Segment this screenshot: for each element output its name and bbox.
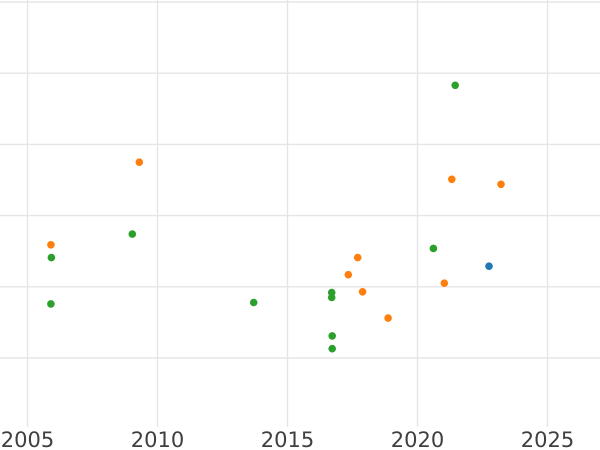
x-tick-label: 2020 xyxy=(391,428,444,450)
data-point-orange xyxy=(358,288,367,296)
x-tick-label: 2025 xyxy=(521,428,574,450)
data-point-green xyxy=(327,293,336,302)
data-point-orange xyxy=(344,270,353,279)
data-point-orange xyxy=(47,241,55,249)
data-point-orange xyxy=(353,253,362,262)
data-point-blue xyxy=(485,262,493,271)
data-points xyxy=(47,81,505,353)
data-point-green xyxy=(328,344,337,353)
data-point-green xyxy=(429,244,438,253)
x-axis-tick-labels: 2005 2010 2015 2020 2025 xyxy=(1,428,574,450)
data-point-orange xyxy=(135,158,144,166)
x-tick-label: 2010 xyxy=(131,428,184,450)
data-point-green xyxy=(328,332,337,340)
x-tick-label: 2005 xyxy=(1,428,54,450)
data-point-green xyxy=(47,253,56,262)
data-point-green xyxy=(451,81,460,90)
data-point-green xyxy=(249,298,258,307)
data-point-orange xyxy=(448,175,456,184)
x-tick-label: 2015 xyxy=(261,428,314,450)
data-point-orange xyxy=(497,180,505,189)
data-point-green xyxy=(128,230,137,238)
data-point-orange xyxy=(440,279,449,288)
data-point-green xyxy=(47,300,55,308)
gridlines xyxy=(0,0,600,427)
data-point-orange xyxy=(384,314,392,322)
